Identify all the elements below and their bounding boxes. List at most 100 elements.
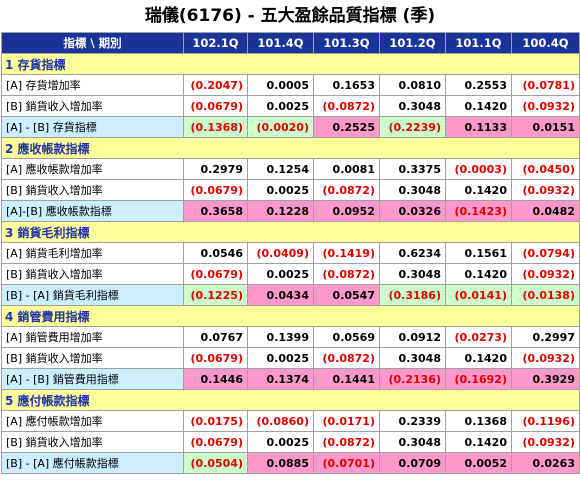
table-row: [B] 銷貨收入增加率 (0.0679) 0.0025 (0.0872) 0.3048 0… bbox=[1, 179, 580, 201]
value-cell: 0.0547 bbox=[313, 284, 380, 306]
section-header-row: 4 銷管費用指標 bbox=[1, 305, 580, 327]
value-cell: (0.1225) bbox=[183, 284, 248, 306]
value-cell: (0.0020) bbox=[247, 116, 314, 138]
value-cell: 0.1374 bbox=[247, 368, 314, 390]
value-cell: 0.2339 bbox=[379, 410, 446, 432]
value-cell: 0.0263 bbox=[511, 452, 580, 474]
value-cell: (0.3186) bbox=[379, 284, 446, 306]
row-label: [A] 應收帳款增加率 bbox=[1, 158, 184, 180]
value-cell: 0.1228 bbox=[247, 200, 314, 222]
value-cell: (0.0141) bbox=[445, 284, 512, 306]
value-cell: (0.1692) bbox=[445, 368, 512, 390]
value-cell: 0.6234 bbox=[379, 242, 446, 264]
value-cell: 0.1420 bbox=[445, 347, 512, 369]
value-cell: (0.0872) bbox=[313, 263, 380, 285]
row-label: [A] 銷管費用增加率 bbox=[1, 326, 184, 348]
value-cell: 0.0025 bbox=[247, 347, 314, 369]
value-cell: (0.0138) bbox=[511, 284, 580, 306]
value-cell: 0.1399 bbox=[247, 326, 314, 348]
value-cell: 0.1420 bbox=[445, 179, 512, 201]
header-period: 101.1Q bbox=[445, 32, 512, 54]
value-cell: 0.0810 bbox=[379, 74, 446, 96]
value-cell: 0.0025 bbox=[247, 95, 314, 117]
value-cell: 0.3048 bbox=[379, 431, 446, 453]
value-cell: (0.0003) bbox=[445, 158, 512, 180]
value-cell: (0.0872) bbox=[313, 95, 380, 117]
value-cell: (0.0679) bbox=[183, 95, 248, 117]
row-label: [A]-[B] 應收帳款指標 bbox=[1, 200, 184, 222]
header-period: 102.1Q bbox=[183, 32, 248, 54]
row-label: [B] 銷貨收入增加率 bbox=[1, 263, 184, 285]
row-label: [A] 存貨增加率 bbox=[1, 74, 184, 96]
value-cell: (0.1368) bbox=[183, 116, 248, 138]
table-header-row: 指標 \ 期別 102.1Q 101.4Q 101.3Q 101.2Q 101.… bbox=[1, 32, 580, 54]
value-cell: (0.0450) bbox=[511, 158, 580, 180]
value-cell: (0.2047) bbox=[183, 74, 248, 96]
value-cell: 0.0151 bbox=[511, 116, 580, 138]
value-cell: 0.0005 bbox=[247, 74, 314, 96]
value-cell: 0.2997 bbox=[511, 326, 580, 348]
value-cell: 0.0025 bbox=[247, 263, 314, 285]
value-cell: 0.3375 bbox=[379, 158, 446, 180]
value-cell: 0.0052 bbox=[445, 452, 512, 474]
value-cell: (0.0175) bbox=[183, 410, 248, 432]
value-cell: (0.0409) bbox=[247, 242, 314, 264]
row-label: [A] 銷貨毛利增加率 bbox=[1, 242, 184, 264]
value-cell: 0.0025 bbox=[247, 179, 314, 201]
value-cell: 0.3929 bbox=[511, 368, 580, 390]
row-label: [B] 銷貨收入增加率 bbox=[1, 347, 184, 369]
header-period: 100.4Q bbox=[511, 32, 580, 54]
section-header-row: 2 應收帳款指標 bbox=[1, 137, 580, 159]
value-cell: 0.0482 bbox=[511, 200, 580, 222]
value-cell: 0.1441 bbox=[313, 368, 380, 390]
value-cell: (0.0932) bbox=[511, 95, 580, 117]
value-cell: 0.0912 bbox=[379, 326, 446, 348]
value-cell: (0.0781) bbox=[511, 74, 580, 96]
table-row: [A] 銷貨毛利增加率 0.0546 (0.0409) (0.1419) 0.6234 0… bbox=[1, 242, 580, 264]
header-indicator-period-label: 指標 \ 期別 bbox=[1, 32, 184, 54]
row-label: [A] 應付帳款增加率 bbox=[1, 410, 184, 432]
value-cell: (0.0932) bbox=[511, 347, 580, 369]
value-cell: 0.1368 bbox=[445, 410, 512, 432]
row-label: [B] - [A] 應付帳款指標 bbox=[1, 452, 184, 474]
value-cell: 0.3048 bbox=[379, 347, 446, 369]
value-cell: (0.1196) bbox=[511, 410, 580, 432]
section-title: 3 銷貨毛利指標 bbox=[1, 221, 580, 243]
indicator-row: [B] - [A] 應付帳款指標 (0.0504) 0.0885 (0.0701) 0.… bbox=[1, 452, 580, 474]
value-cell: (0.2239) bbox=[379, 116, 446, 138]
table-row: [A] 銷管費用增加率 0.0767 0.1399 0.0569 0.0912 (0.02… bbox=[1, 326, 580, 348]
table-row: [B] 銷貨收入增加率 (0.0679) 0.0025 (0.0872) 0.3048 0… bbox=[1, 263, 580, 285]
value-cell: 0.1420 bbox=[445, 263, 512, 285]
value-cell: (0.0932) bbox=[511, 179, 580, 201]
value-cell: (0.0872) bbox=[313, 347, 380, 369]
row-label: [A] - [B] 存貨指標 bbox=[1, 116, 184, 138]
value-cell: 0.0434 bbox=[247, 284, 314, 306]
value-cell: 0.1254 bbox=[247, 158, 314, 180]
value-cell: (0.0273) bbox=[445, 326, 512, 348]
row-label: [B] 銷貨收入增加率 bbox=[1, 431, 184, 453]
value-cell: (0.0932) bbox=[511, 431, 580, 453]
value-cell: (0.0932) bbox=[511, 263, 580, 285]
value-cell: (0.0794) bbox=[511, 242, 580, 264]
value-cell: (0.0504) bbox=[183, 452, 248, 474]
row-label: [B] - [A] 銷貨毛利指標 bbox=[1, 284, 184, 306]
section-header-row: 5 應付帳款指標 bbox=[1, 389, 580, 411]
section-title: 4 銷管費用指標 bbox=[1, 305, 580, 327]
value-cell: (0.0679) bbox=[183, 431, 248, 453]
value-cell: 0.3658 bbox=[183, 200, 248, 222]
indicator-row: [B] - [A] 銷貨毛利指標 (0.1225) 0.0434 0.0547 (0.3… bbox=[1, 284, 580, 306]
value-cell: (0.0701) bbox=[313, 452, 380, 474]
indicator-row: [A] - [B] 存貨指標 (0.1368) (0.0020) 0.2525 (0.2… bbox=[1, 116, 580, 138]
value-cell: (0.0171) bbox=[313, 410, 380, 432]
value-cell: (0.0872) bbox=[313, 431, 380, 453]
value-cell: 0.2553 bbox=[445, 74, 512, 96]
table-row: [B] 銷貨收入增加率 (0.0679) 0.0025 (0.0872) 0.3048 0… bbox=[1, 431, 580, 453]
value-cell: 0.0952 bbox=[313, 200, 380, 222]
row-label: [B] 銷貨收入增加率 bbox=[1, 179, 184, 201]
value-cell: 0.1133 bbox=[445, 116, 512, 138]
value-cell: 0.3048 bbox=[379, 263, 446, 285]
value-cell: 0.3048 bbox=[379, 179, 446, 201]
value-cell: 0.1653 bbox=[313, 74, 380, 96]
indicator-row: [A] - [B] 銷管費用指標 0.1446 0.1374 0.1441 (0.213… bbox=[1, 368, 580, 390]
value-cell: 0.1420 bbox=[445, 95, 512, 117]
